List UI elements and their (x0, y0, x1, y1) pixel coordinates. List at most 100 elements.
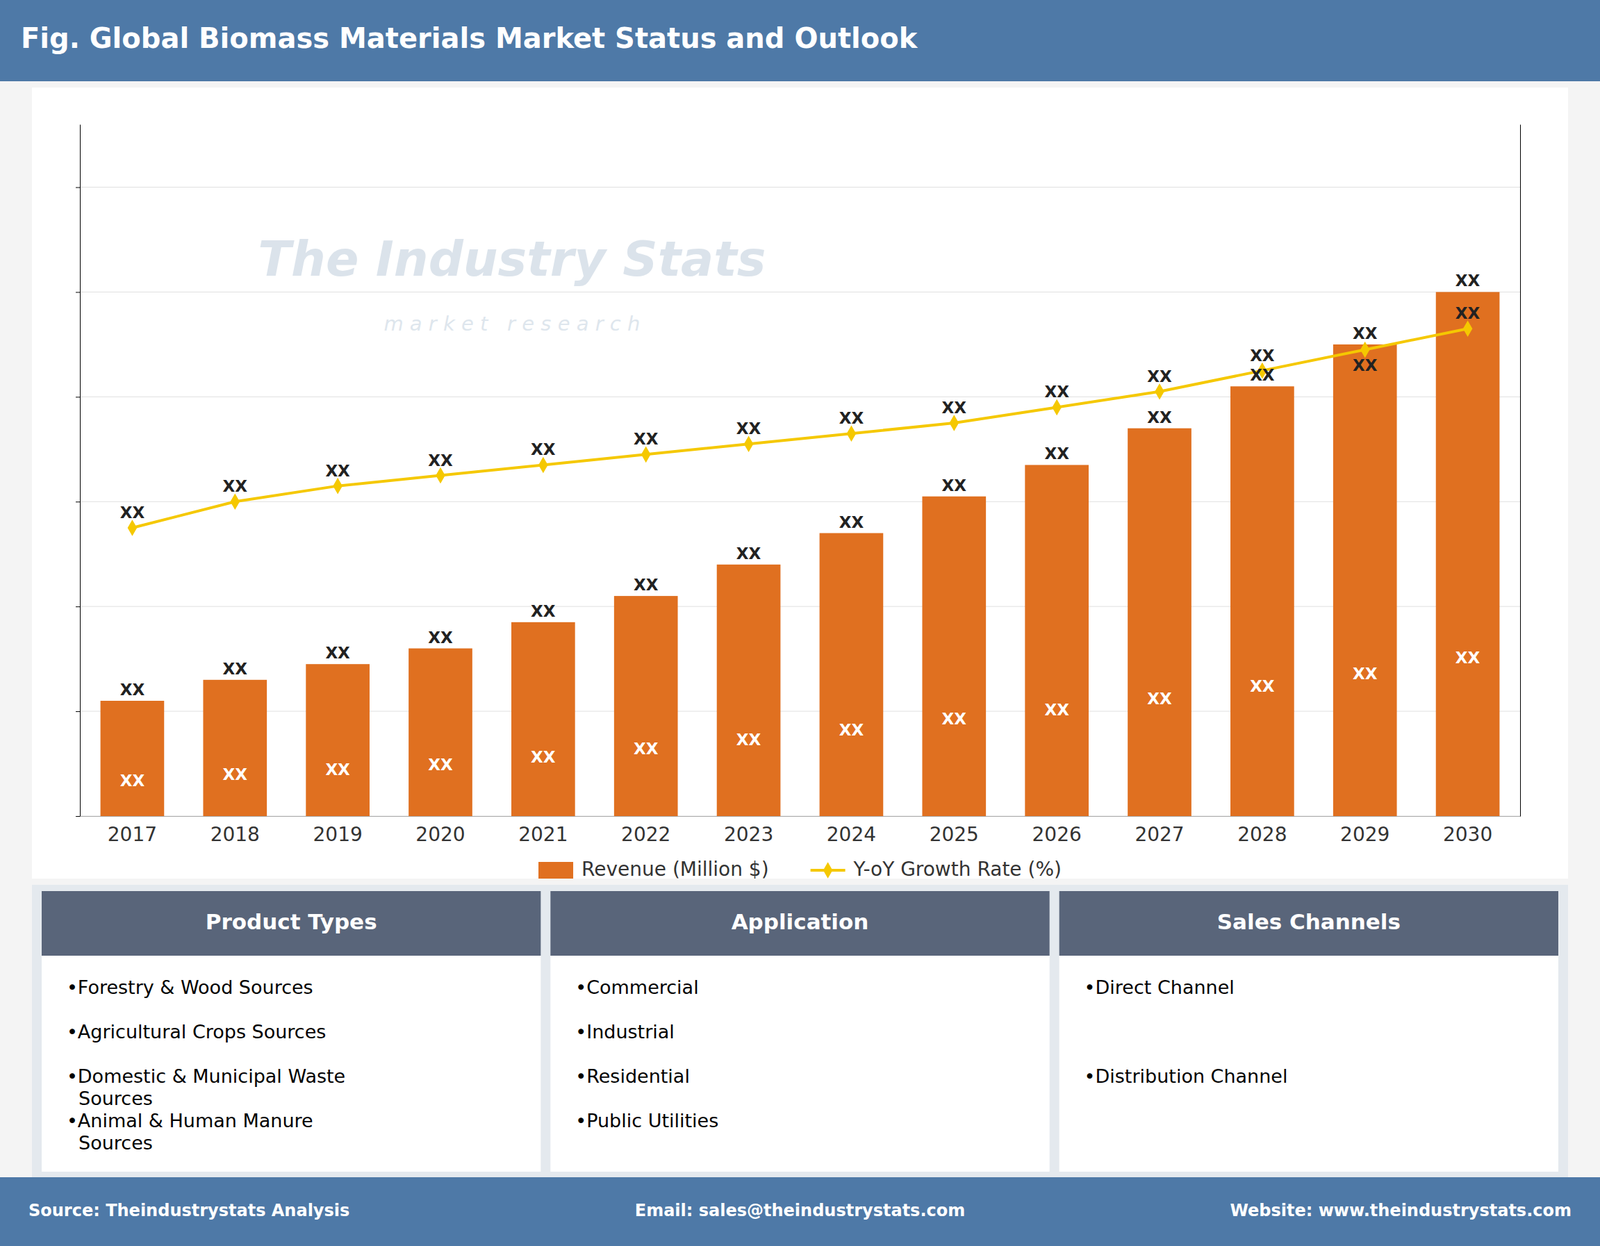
bar-inner-label: XX (736, 730, 762, 749)
bar (921, 496, 986, 817)
bar-top-label: XX (530, 602, 556, 621)
line-label: XX (325, 462, 351, 481)
x-axis-line (80, 816, 1521, 818)
bar (305, 664, 370, 817)
x-tick-label: 2026 (1032, 823, 1082, 847)
x-tick-label: 2024 (826, 823, 877, 847)
panel-title: Sales Channels (1217, 909, 1401, 935)
bar (100, 700, 165, 817)
y-axis-line (79, 125, 81, 818)
line-label: XX (1249, 346, 1275, 365)
bar-top-label: XX (839, 513, 865, 532)
x-tick: 2021 (518, 816, 568, 847)
footer-text: Website: www.theindustrystats.com (1229, 1201, 1572, 1221)
y-tick (75, 291, 80, 293)
x-tick-label: 2021 (518, 823, 568, 847)
legend-item: Revenue (Million $) (538, 858, 770, 881)
bar (614, 596, 679, 817)
bar-top-label: XX (120, 680, 146, 699)
panel-item: •Industrial (575, 1021, 675, 1043)
line-marker (1154, 383, 1165, 401)
panel: Application•Commercial•Industrial•Reside… (550, 891, 1050, 1173)
line-marker (229, 493, 240, 511)
x-tick-label: 2028 (1237, 823, 1287, 847)
line-label: XX (839, 409, 865, 428)
panel-item: •Agricultural Crops Sources (66, 1021, 327, 1043)
line-label: XX (427, 451, 453, 470)
bar-top-label: XX (325, 644, 351, 663)
title-bar (0, 0, 1600, 82)
x-tick: 2028 (1237, 816, 1287, 847)
x-tick: 2027 (1134, 816, 1184, 847)
bar (1024, 464, 1089, 817)
panel-header (41, 891, 541, 956)
bar-inner-label: XX (1044, 700, 1070, 720)
line-label: XX (1044, 382, 1070, 401)
bar (1127, 428, 1192, 817)
y-tick (75, 396, 80, 398)
line-label: XX (223, 477, 249, 496)
page-background (0, 0, 1600, 1246)
line-marker (846, 425, 857, 442)
x-tick: 2024 (826, 816, 877, 847)
grid-line (79, 816, 1521, 818)
y-tick-mark (75, 501, 80, 503)
grid-line (79, 291, 1521, 293)
panel-body (1059, 955, 1559, 1173)
panel: Product Types•Forestry & Wood Sources•Ag… (41, 891, 541, 1173)
page: Fig. Global Biomass Materials Market Sta… (0, 0, 1600, 1246)
bar-top-label: XX (1352, 324, 1378, 343)
x-tick: 2018 (210, 816, 260, 847)
footer-bar (0, 1177, 1600, 1246)
line (132, 328, 1468, 529)
bar-inner-label: XX (1249, 677, 1275, 696)
line-marker (332, 477, 343, 495)
x-tick: 2026 (1032, 816, 1082, 847)
line-marker (127, 519, 138, 537)
y-tick-mark (75, 606, 80, 608)
grid-line (79, 606, 1521, 608)
y2-axis-line (1520, 125, 1521, 818)
panel-item: •Residential (575, 1065, 690, 1088)
line-marker (1360, 341, 1371, 359)
watermark: The Industry Statsm a r k e t r e s e a … (257, 230, 766, 336)
bar-top-label: XX (942, 476, 968, 495)
line-label: XX (1352, 356, 1378, 375)
y-tick-mark (75, 187, 80, 189)
panel-body (41, 955, 541, 1173)
x-tick: 2019 (312, 816, 362, 847)
bar-top-label: XX (427, 628, 453, 647)
panel-header (1059, 891, 1559, 956)
line-marker (744, 436, 754, 453)
bar-top-label: XX (1147, 408, 1173, 427)
line-marker (1051, 399, 1062, 417)
bar (1333, 344, 1398, 817)
line-label: XX (120, 503, 146, 522)
bar (511, 622, 576, 817)
bar-top-label: XX (1455, 271, 1481, 290)
x-tick-label: 2029 (1340, 823, 1390, 847)
y2-axis (1520, 125, 1521, 818)
bar-top-label: XX (223, 660, 249, 679)
panel-title: Product Types (205, 909, 378, 935)
grid-line (79, 711, 1521, 713)
bar (408, 648, 473, 817)
line-marker (641, 446, 651, 464)
panel-item: •Public Utilities (575, 1110, 719, 1132)
bar-top-label: XX (1249, 366, 1275, 385)
line-label: XX (530, 440, 556, 459)
plot: The Industry Statsm a r k e t r e s e a … (75, 125, 1521, 882)
x-tick-label: 2023 (723, 823, 774, 847)
y-tick (75, 187, 80, 189)
footer-text: Source: Theindustrystats Analysis (28, 1201, 350, 1221)
bar-inner-label: XX (223, 765, 249, 784)
panel-item: •Distribution Channel (1084, 1065, 1289, 1088)
legend-marker (823, 862, 834, 879)
chart-box (31, 87, 1569, 879)
line-marker (1463, 320, 1473, 338)
bar-inner-label: XX (530, 748, 556, 767)
panel-item: •Animal & Human Manure Sources (66, 1110, 314, 1154)
bar (716, 564, 781, 817)
bar-inner-label: XX (427, 755, 453, 774)
bar-inner-label: XX (1455, 648, 1481, 667)
